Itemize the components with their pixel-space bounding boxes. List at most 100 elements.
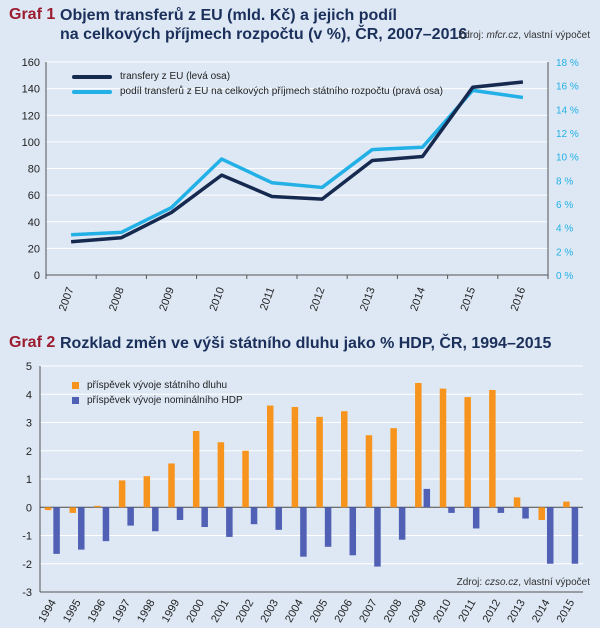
graf1-y-right-tick: 4 % xyxy=(556,224,573,235)
graf1-source-prefix: Zdroj: xyxy=(458,30,487,41)
graf2-x-tick-label: 1996 xyxy=(86,598,109,625)
graf1-x-tick-label: 2009 xyxy=(157,286,177,313)
graf2-legend-swatch-blue xyxy=(72,397,79,404)
graf2-x-tick-label: 1997 xyxy=(110,598,133,625)
graf1-x-tick-label: 2012 xyxy=(308,286,328,313)
graf2-y-tick: 1 xyxy=(26,474,32,486)
graf1-source: Zdroj: mfcr.cz, vlastní výpočet xyxy=(458,30,590,41)
graf2-bar-gdp xyxy=(472,507,480,529)
graf2-legend-label-gdp: příspěvek vývoje nominálního HDP xyxy=(87,395,243,406)
graf2-y-tick: 4 xyxy=(26,389,32,401)
graf2-bar-debt xyxy=(118,480,126,508)
graf2-x-tick-label: 2009 xyxy=(407,598,430,625)
graf1-legend-label-share: podíl transferů z EU na celkových příjme… xyxy=(120,86,443,97)
graf2-bar-debt xyxy=(94,505,101,508)
graf2-bar-debt xyxy=(44,507,52,511)
graf2-source-prefix: Zdroj: xyxy=(456,577,485,588)
graf1-y-right-tick: 8 % xyxy=(556,176,573,187)
graf2-bar-gdp xyxy=(201,507,208,528)
graf2-bar-gdp xyxy=(300,507,307,557)
graf1-legend-item-transfers: transfery z EU (levá osa) xyxy=(72,69,443,84)
graf2-bar-gdp xyxy=(53,507,60,554)
graf2-bar-debt xyxy=(143,476,151,508)
graf1-title-line1: Objem transferů z EU (mld. Kč) a jejich … xyxy=(60,7,397,24)
graf2-bar-gdp xyxy=(176,507,184,520)
graf2-bar-debt xyxy=(242,450,249,508)
graf2-bar-gdp xyxy=(497,507,505,513)
graf2-bar-gdp xyxy=(423,488,431,508)
graf1-y-right-tick: 12 % xyxy=(556,129,579,140)
graf1-y-left-tick: 80 xyxy=(28,164,40,176)
graf2-bar-debt xyxy=(69,507,77,513)
graf2-x-tick-label: 2007 xyxy=(357,598,380,625)
graf1-y-left-tick: 140 xyxy=(22,84,40,96)
graf1-legend-item-share: podíl transferů z EU na celkových příjme… xyxy=(72,84,443,99)
graf1-y-left-tick: 60 xyxy=(28,190,40,202)
graf2-y-tick: 2 xyxy=(26,446,32,458)
graf1-y-left-tick: 120 xyxy=(22,110,40,122)
graf1-series-transfers-line xyxy=(70,80,524,244)
graf1-legend-swatch-dark xyxy=(72,74,112,79)
graf1-x-tick-label: 2016 xyxy=(509,286,529,313)
graf1-x-tick-label: 2010 xyxy=(208,286,228,313)
graf2-bar-gdp xyxy=(152,507,159,532)
graf1-y-right-tick: 16 % xyxy=(556,82,579,93)
graf2-y-tick: 0 xyxy=(26,502,32,514)
graf2-bar-gdp xyxy=(522,507,529,519)
graf2-source-italic: czso.cz xyxy=(484,577,519,588)
graf2-bar-debt xyxy=(563,501,570,508)
graf2-bar-debt xyxy=(365,435,373,508)
graf2-bar-debt xyxy=(192,430,200,508)
graf2-bar-debt xyxy=(489,390,496,508)
graf2-bar-gdp xyxy=(349,507,357,556)
graf2-title: Rozklad změn ve výši státního dluhu jako… xyxy=(60,335,552,352)
graf2-x-tick-label: 2001 xyxy=(209,598,232,625)
graf2-x-tick-label: 2013 xyxy=(505,598,528,625)
graf2-bar-gdp xyxy=(324,507,332,547)
graf2-bar-debt xyxy=(390,428,397,508)
graf2-y-tick: 5 xyxy=(26,361,32,373)
graf2-x-tick-label: 2000 xyxy=(184,598,207,625)
graf1-x-tick-label: 2014 xyxy=(408,286,428,313)
graf1-y-left-tick: 160 xyxy=(22,57,40,69)
graf2-bar-debt xyxy=(217,442,225,508)
graf2-source-suffix: , vlastní výpočet xyxy=(518,577,590,588)
graf1-legend-swatch-light xyxy=(72,89,112,94)
graf2-bar-debt xyxy=(464,397,471,508)
graf1-legend-label-transfers: transfery z EU (levá osa) xyxy=(120,71,231,82)
graf2-bar-gdp xyxy=(374,507,381,567)
graf1-y-right-tick: 18 % xyxy=(556,58,579,69)
graf2-x-tick-label: 1995 xyxy=(61,598,84,625)
graf1-series-share-line xyxy=(71,88,524,237)
graf2-bar-gdp xyxy=(102,507,110,542)
graf2-x-tick-label: 1999 xyxy=(160,598,183,625)
graf2-panel: Graf 2 Rozklad změn ve výši státního dlu… xyxy=(0,322,600,628)
graf1-title: Objem transferů z EU (mld. Kč) a jejich … xyxy=(60,6,467,44)
graf2-legend-swatch-orange xyxy=(72,382,79,389)
graf2-bar-debt xyxy=(439,388,447,508)
graf2-legend: příspěvek vývoje státního dluhu příspěve… xyxy=(72,378,243,408)
graf1-x-tick-label: 2008 xyxy=(107,286,127,313)
graf2-bar-gdp xyxy=(127,507,134,526)
graf1-title-line2: na celkových příjmech rozpočtu (v %), ČR… xyxy=(60,26,468,43)
graf1-y-right-tick: 6 % xyxy=(556,200,573,211)
graf2-bar-gdp xyxy=(398,507,406,540)
graf2-x-tick-label: 2004 xyxy=(283,598,306,625)
graf1-x-tick-label: 2011 xyxy=(258,286,277,312)
graf2-bar-debt xyxy=(291,406,299,508)
graf1-x-tick-label: 2015 xyxy=(459,286,479,313)
graf2-x-tick-label: 1998 xyxy=(135,598,158,625)
graf2-x-tick-label: 2010 xyxy=(431,598,454,625)
graf2-bar-gdp xyxy=(226,507,233,537)
graf2-x-tick-label: 1994 xyxy=(36,598,59,625)
graf2-bar-gdp xyxy=(546,507,554,564)
graf1-y-left-tick: 40 xyxy=(28,217,40,229)
graf1-y-left-tick: 100 xyxy=(22,137,40,149)
graf2-x-tick-label: 2002 xyxy=(234,598,257,625)
graf1-y-right-tick: 10 % xyxy=(556,153,579,164)
graf2-x-tick-label: 2008 xyxy=(382,598,405,625)
graf2-bar-debt xyxy=(538,507,545,520)
graf1-panel: Graf 1 Objem transferů z EU (mld. Kč) a … xyxy=(9,6,590,313)
graf1-source-suffix: , vlastní výpočet xyxy=(518,30,590,41)
graf2-legend-label-debt: příspěvek vývoje státního dluhu xyxy=(87,380,228,391)
